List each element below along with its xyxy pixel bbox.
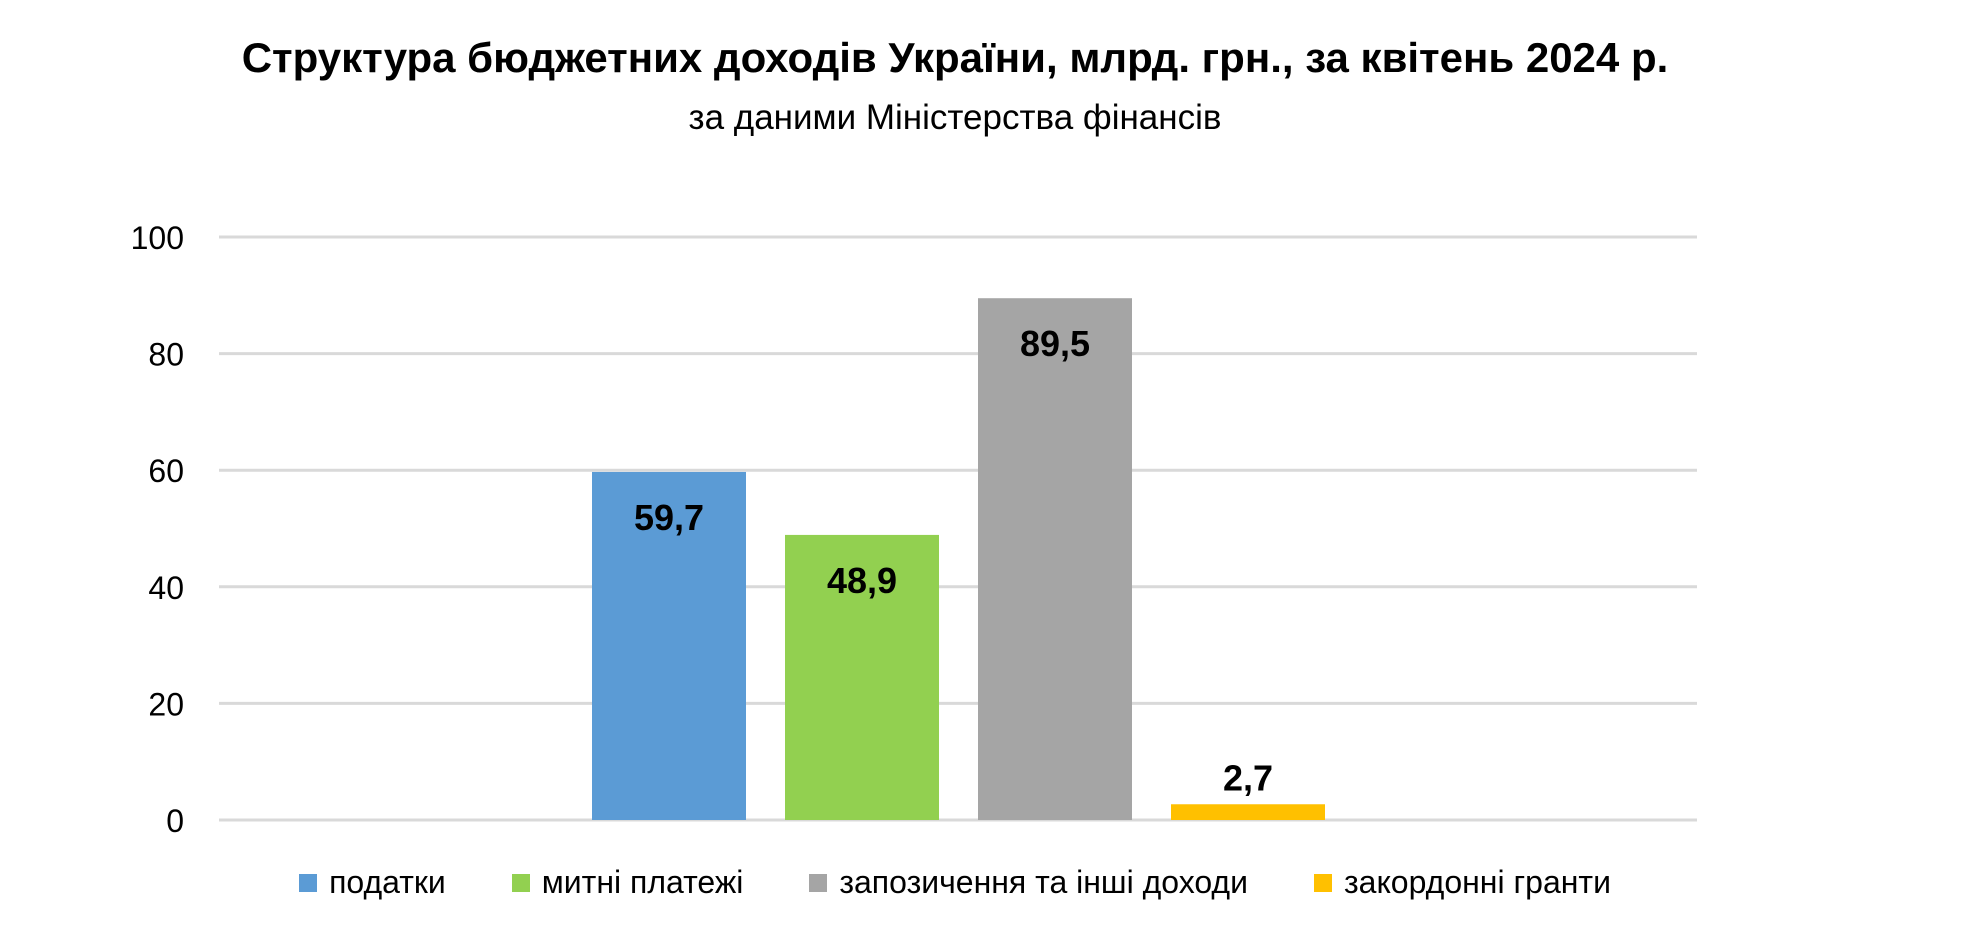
legend-swatch bbox=[1313, 873, 1332, 892]
gridlines bbox=[219, 235, 1697, 822]
legend-item: податки bbox=[299, 864, 446, 901]
bar-1 bbox=[592, 471, 746, 820]
data-labels: 59,7 48,9 89,5 2,7 bbox=[634, 323, 1273, 798]
legend-label: податки bbox=[329, 864, 446, 900]
bars bbox=[592, 298, 1325, 821]
legend-item: закордонні гранти bbox=[1313, 864, 1611, 901]
legend-swatch bbox=[299, 873, 318, 892]
data-label: 48,9 bbox=[827, 560, 897, 601]
legend: податки митні платежі запозичення та інші … bbox=[0, 864, 1910, 901]
y-tick-label: 80 bbox=[148, 337, 184, 373]
data-label: 2,7 bbox=[1223, 757, 1273, 798]
legend-label: запозичення та інші доходи bbox=[839, 864, 1248, 900]
bar-3 bbox=[978, 298, 1132, 821]
y-tick-label: 20 bbox=[148, 686, 184, 722]
legend-swatch bbox=[511, 873, 530, 892]
bar-2 bbox=[785, 534, 939, 820]
legend-label: митні платежі bbox=[541, 864, 744, 900]
y-tick-label: 100 bbox=[131, 220, 184, 256]
data-label: 89,5 bbox=[1020, 323, 1090, 364]
data-label: 59,7 bbox=[634, 497, 704, 538]
legend-swatch bbox=[809, 873, 828, 892]
bar-4 bbox=[1171, 804, 1325, 820]
y-tick-label: 40 bbox=[148, 570, 184, 606]
y-tick-label: 0 bbox=[166, 803, 184, 839]
legend-item: запозичення та інші доходи bbox=[809, 864, 1248, 901]
legend-label: закордонні гранти bbox=[1343, 864, 1611, 900]
y-tick-label: 60 bbox=[148, 453, 184, 489]
legend-item: митні платежі bbox=[511, 864, 744, 901]
chart-subtitle: за даними Міністерства фінансів bbox=[688, 98, 1222, 137]
chart-title: Структура бюджетних доходів України, млр… bbox=[241, 34, 1669, 81]
y-axis-ticks: 0 20 40 60 80 100 bbox=[131, 220, 184, 839]
